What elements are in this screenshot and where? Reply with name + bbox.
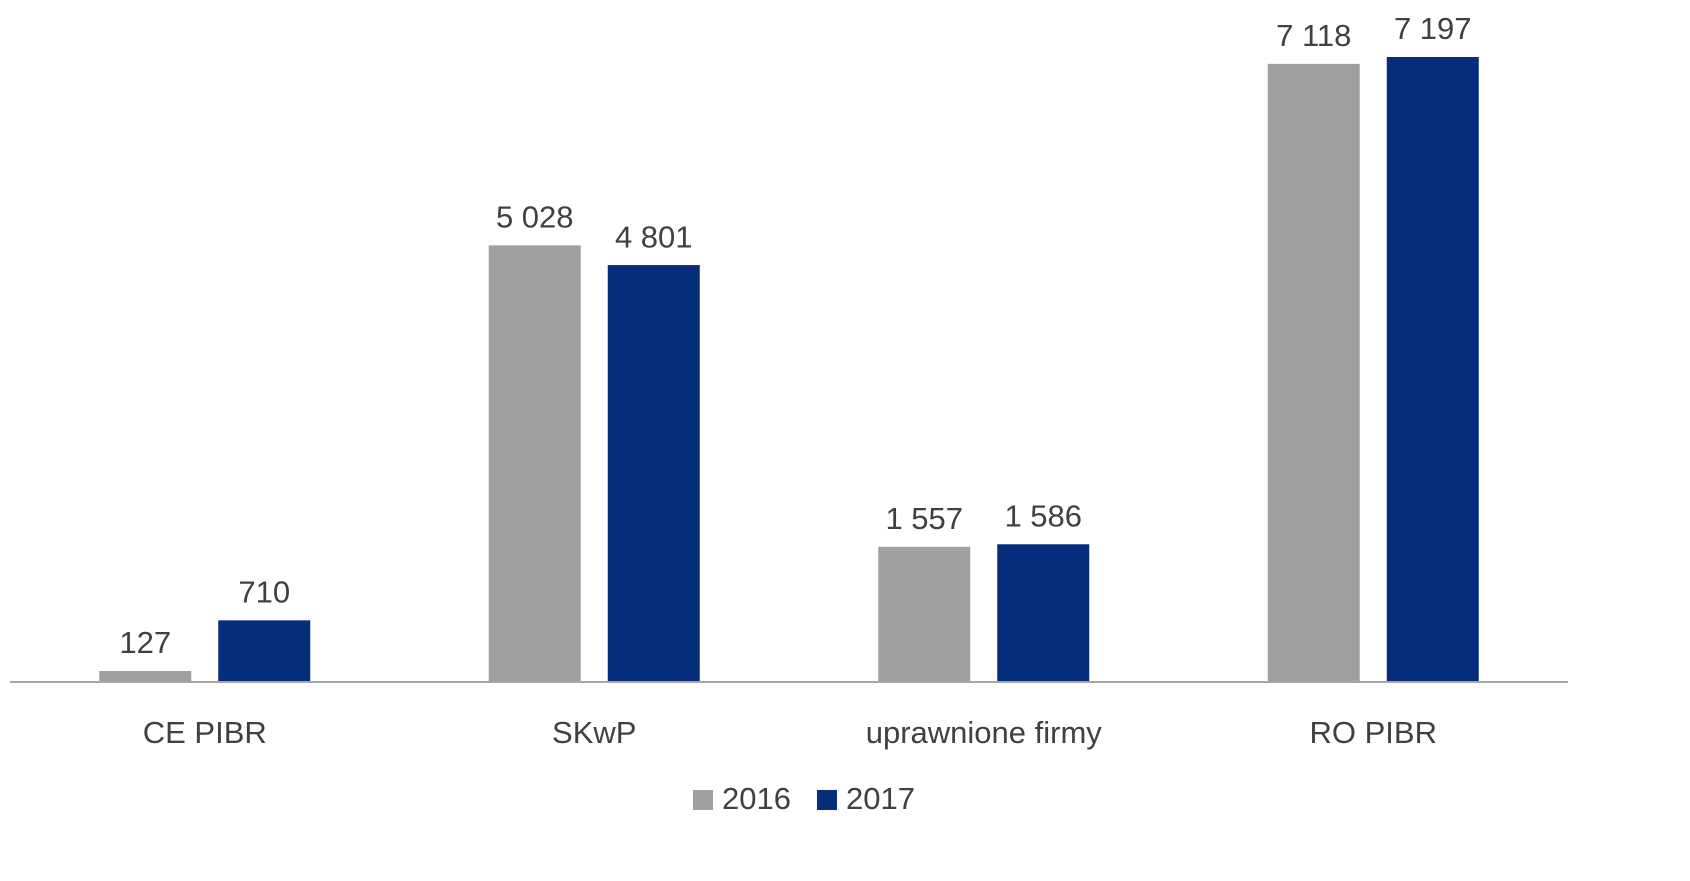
x-tick-label: RO PIBR	[1310, 715, 1437, 750]
x-tick-label: CE PIBR	[143, 715, 267, 750]
bar	[878, 546, 971, 682]
data-label: 127	[119, 625, 171, 660]
bar	[997, 544, 1090, 682]
bar	[99, 670, 192, 682]
data-label: 1 557	[885, 501, 963, 536]
x-tick-label: SKwP	[552, 715, 636, 750]
data-label: 5 028	[496, 200, 574, 235]
bar	[1267, 63, 1360, 683]
legend-label: 2017	[846, 781, 915, 816]
data-label: 7 197	[1394, 11, 1472, 46]
data-label: 1 586	[1004, 498, 1082, 533]
legend-label: 2016	[722, 781, 791, 816]
legend-swatch	[693, 790, 713, 810]
legend-swatch	[816, 790, 837, 810]
data-label: 7 118	[1276, 18, 1351, 53]
data-label: 4 801	[615, 219, 693, 254]
bar	[607, 265, 700, 682]
bar	[1386, 57, 1479, 682]
x-tick-label: uprawnione firmy	[866, 715, 1103, 750]
bar	[218, 620, 311, 682]
data-label: 710	[238, 575, 290, 610]
bar	[488, 245, 581, 682]
